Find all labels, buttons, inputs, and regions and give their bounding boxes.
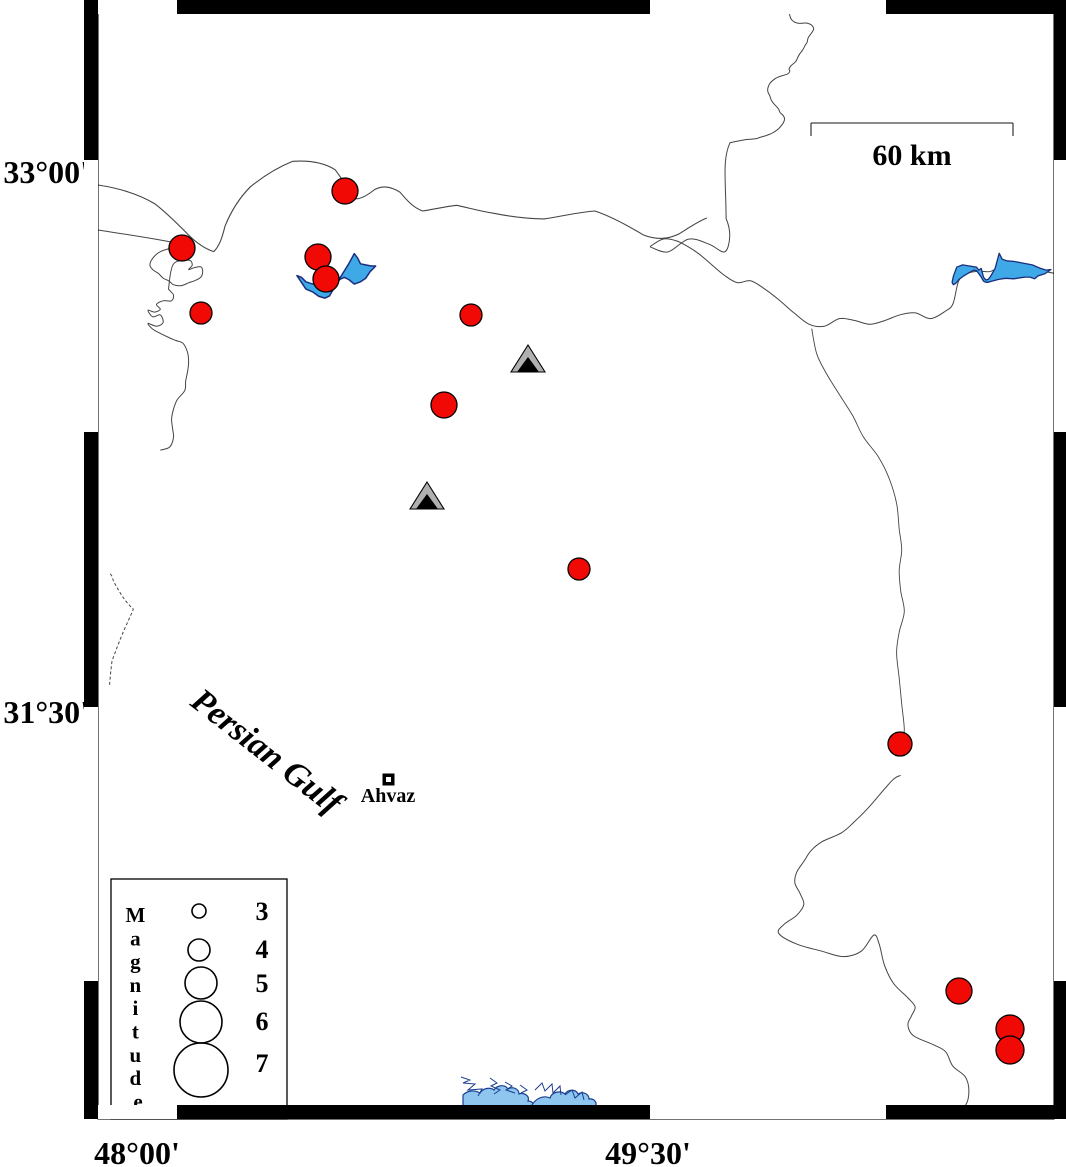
svg-text:4: 4 [256,935,269,964]
svg-text:31°30': 31°30' [3,694,89,730]
svg-text:48°00': 48°00' [94,1135,180,1167]
svg-text:7: 7 [256,1049,269,1078]
svg-text:3: 3 [256,897,269,926]
svg-text:49°30': 49°30' [605,1135,691,1167]
svg-text:Ahvaz: Ahvaz [361,785,416,807]
svg-text:60 km: 60 km [872,139,951,172]
svg-text:33°00': 33°00' [3,154,89,190]
svg-text:5: 5 [256,969,269,998]
svg-text:6: 6 [256,1007,269,1036]
